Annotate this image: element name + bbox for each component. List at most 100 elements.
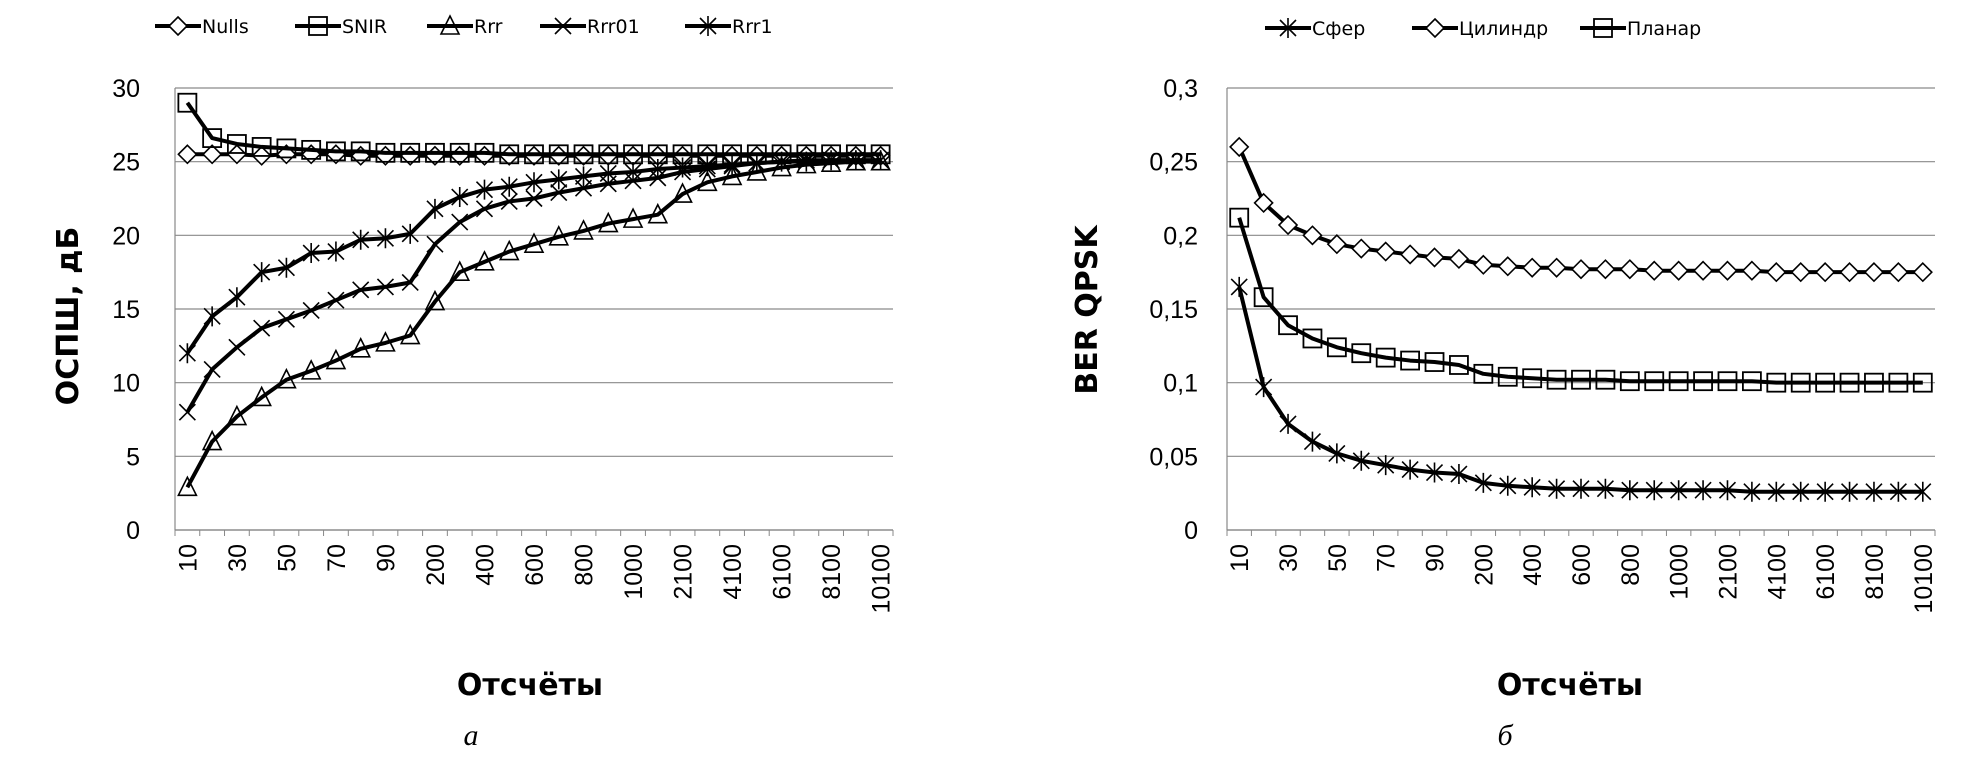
y-tick-label: 5 <box>126 443 140 471</box>
legend-marker-Сфер <box>1279 18 1297 38</box>
point-SNIR <box>276 138 297 159</box>
point-Rrr <box>498 239 520 261</box>
point-Планар <box>1912 372 1933 393</box>
point-SNIR <box>375 142 396 163</box>
point-Планар <box>1571 369 1591 390</box>
point-Планар <box>1326 337 1347 358</box>
point-Rrr <box>201 429 223 451</box>
point-Сфер <box>1328 443 1346 464</box>
y-tick-label: 25 <box>112 149 140 177</box>
point-Планар <box>1815 372 1836 393</box>
point-Цилиндр <box>1888 262 1909 283</box>
x-tick-label: 800 <box>571 544 599 586</box>
point-Rrr1 <box>500 176 518 197</box>
point-Цилиндр <box>1424 247 1445 268</box>
point-Сфер <box>1645 480 1663 501</box>
point-SNIR <box>573 144 594 165</box>
point-Rrr <box>177 475 198 497</box>
point-Rrr1 <box>673 157 692 178</box>
y-tick-label: 0,2 <box>1163 222 1198 250</box>
point-Цилиндр <box>1473 254 1494 275</box>
point-Сфер <box>1450 464 1468 485</box>
point-Цилиндр <box>1522 257 1543 278</box>
point-Сфер <box>1743 481 1761 502</box>
legend-label-Rrr: Rrr <box>474 16 503 38</box>
series-group-a <box>177 92 891 497</box>
legend-label-SNIR: SNIR <box>342 16 387 38</box>
point-Rrr <box>672 182 693 203</box>
point-Rrr <box>226 404 248 426</box>
y-axis-title-b: BER QPSK <box>1070 224 1105 395</box>
y-tick-label: 0,05 <box>1149 443 1198 471</box>
point-Цилиндр <box>1497 256 1518 277</box>
point-SNIR <box>449 142 470 163</box>
point-Сфер <box>1401 459 1419 480</box>
point-Rrr01 <box>475 200 494 218</box>
point-Rrr01 <box>352 281 370 299</box>
point-Rrr1 <box>748 153 766 174</box>
point-Nulls <box>202 144 223 165</box>
x-tick-label: 70 <box>1373 544 1401 572</box>
point-Rrr01 <box>376 278 395 296</box>
y-tick-label: 20 <box>112 222 140 250</box>
point-Сфер <box>1767 481 1785 502</box>
point-SNIR <box>177 92 198 113</box>
point-Сфер <box>1425 462 1444 483</box>
point-Rrr1 <box>327 241 345 262</box>
panel-label-a: а <box>464 719 479 752</box>
point-Rrr1 <box>872 150 890 171</box>
point-Rrr <box>548 225 570 246</box>
point-Цилиндр <box>1302 225 1323 246</box>
y-tick-labels-b: 0 0,05 0,1 0,15 0,2 0,25 0,3 <box>1149 75 1198 545</box>
point-SNIR <box>251 137 272 157</box>
legend-a: Nulls SNIR Rrr Rrr01 Rrr1 <box>155 14 773 38</box>
point-Сфер <box>1523 477 1541 498</box>
point-Цилиндр <box>1448 248 1470 270</box>
point-Сфер <box>1865 481 1883 502</box>
point-Сфер <box>1352 450 1370 471</box>
point-Сфер <box>1914 481 1932 502</box>
x-tick-label: 600 <box>1568 544 1596 586</box>
point-Планар <box>1351 343 1372 364</box>
point-Rrr1 <box>228 287 246 308</box>
y-tick-label: 15 <box>112 296 140 324</box>
point-Rrr <box>573 219 594 240</box>
point-Rrr01 <box>253 319 271 337</box>
x-tick-label: 10100 <box>868 544 896 614</box>
point-Планар <box>1253 287 1274 308</box>
point-Rrr <box>746 160 768 181</box>
point-SNIR <box>474 142 495 163</box>
x-tick-label: 2100 <box>670 544 698 600</box>
legend-marker-Планар <box>1593 18 1613 38</box>
point-Rrr <box>424 289 446 311</box>
point-SNIR <box>350 141 371 162</box>
point-Планар <box>1668 371 1689 392</box>
y-tick-labels-a: 0 5 10 15 20 25 30 <box>112 75 140 545</box>
point-Цилиндр <box>1570 259 1592 280</box>
point-Rrr1 <box>426 198 444 219</box>
legend-label-Цилиндр: Цилиндр <box>1459 18 1548 40</box>
point-Планар <box>1839 372 1860 393</box>
point-Rrr1 <box>401 223 419 244</box>
point-Rrr1 <box>178 343 196 364</box>
point-Планар <box>1864 372 1884 393</box>
point-Rrr1 <box>277 257 295 278</box>
point-Сфер <box>1499 475 1517 496</box>
y-tick-label: 0,25 <box>1149 149 1198 177</box>
point-Сфер <box>1377 455 1395 476</box>
panel-label-b: б <box>1497 719 1513 752</box>
point-Rrr01 <box>500 192 518 211</box>
point-Rrr1 <box>475 179 494 200</box>
point-Планар <box>1473 363 1494 384</box>
point-Планар <box>1717 371 1738 392</box>
x-axis-title-a: Отсчёты <box>457 668 603 703</box>
legend-marker-Rrr <box>439 14 461 35</box>
point-Rrr01 <box>401 273 419 292</box>
legend-b: Сфер Цилиндр Планар <box>1265 17 1701 40</box>
y-tick-label: 0 <box>1184 517 1198 545</box>
point-Планар <box>1741 371 1762 392</box>
point-Сфер <box>1596 478 1614 499</box>
legend-marker-Цилиндр <box>1424 17 1446 39</box>
point-Rrr <box>251 385 272 407</box>
point-Цилиндр <box>1766 262 1787 283</box>
